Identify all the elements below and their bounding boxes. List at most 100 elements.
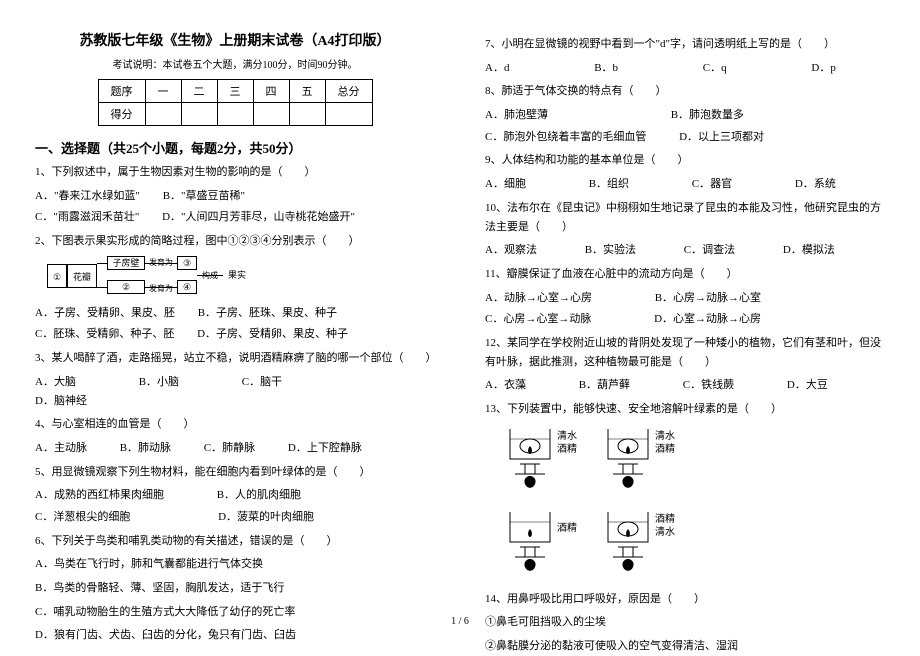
page-number: 1 / 6 bbox=[451, 616, 469, 627]
option-b: B．鸟类的骨骼轻、薄、坚固，胸肌发达，适于飞行 bbox=[35, 579, 435, 598]
question-7: 7、小明在显微镜的视野中看到一个"d"字，请问透明纸上写的是（ ） bbox=[485, 35, 885, 54]
options-row: A．衣藻 B．葫芦藓 C．铁线蕨 D．大豆 bbox=[485, 376, 885, 395]
diagram-box: 子房壁 bbox=[107, 256, 145, 270]
question-13: 13、下列装置中，能够快速、安全地溶解叶绿素的是（ ） bbox=[485, 400, 885, 419]
option-c: C．心房→心室→动脉 bbox=[485, 310, 591, 329]
question-8: 8、肺适于气体交换的特点有（ ） bbox=[485, 82, 885, 101]
question-5: 5、用显微镜观察下列生物材料，能在细胞内看到叶绿体的是（ ） bbox=[35, 463, 435, 482]
option-b: B．子房、胚珠、果皮、种子 bbox=[198, 304, 337, 323]
options-row: A．动脉→心室→心房 B．心房→动脉→心室 bbox=[485, 289, 885, 308]
table-cell bbox=[325, 103, 372, 126]
option-a: A．"春来江水绿如蓝" bbox=[35, 187, 140, 206]
table-header: 总分 bbox=[325, 80, 372, 103]
sub-option: ①鼻毛可阻挡吸入的尘埃 bbox=[485, 613, 885, 632]
question-14: 14、用鼻呼吸比用口呼吸好，原因是（ ） bbox=[485, 590, 885, 609]
table-row: 题序 一 二 三 四 五 总分 bbox=[98, 80, 372, 103]
table-header: 二 bbox=[181, 80, 217, 103]
option-a: A．细胞 bbox=[485, 175, 526, 194]
options-row: A．"春来江水绿如蓝" B．"草盛豆苗稀" bbox=[35, 187, 435, 206]
option-b: B．肺动脉 bbox=[120, 439, 171, 458]
option-c: C．胚珠、受精卵、种子、胚 bbox=[35, 325, 174, 344]
option-d: D．心室→动脉→心房 bbox=[654, 310, 761, 329]
option-d: D．大豆 bbox=[787, 376, 828, 395]
beaker-option-b: 清水 酒精 bbox=[593, 424, 673, 499]
option-b: B．实验法 bbox=[585, 241, 636, 260]
diagram-text: 发育为 bbox=[149, 283, 173, 294]
options-row: C．"雨露滋润禾苗壮" D．"人间四月芳菲尽，山寺桃花始盛开" bbox=[35, 208, 435, 227]
flow-diagram: ① 花瓣 子房壁 ② 发育为 发育为 ③ ④ 构成 果实 bbox=[47, 256, 247, 298]
option-b: B．心房→动脉→心室 bbox=[655, 289, 761, 308]
option-b: B．葫芦藓 bbox=[579, 376, 630, 395]
options-row: C．心房→心室→动脉 D．心室→动脉→心房 bbox=[485, 310, 885, 329]
table-cell bbox=[145, 103, 181, 126]
question-3: 3、某人喝醉了酒，走路摇晃，站立不稳，说明酒精麻痹了脑的哪一个部位（ ） bbox=[35, 349, 435, 368]
exam-title: 苏教版七年级《生物》上册期末试卷（A4打印版） bbox=[35, 30, 435, 50]
question-12: 12、某同学在学校附近山坡的背阴处发现了一种矮小的植物，它们有茎和叶，但没有叶脉… bbox=[485, 334, 885, 371]
diagram-text: 果实 bbox=[225, 266, 249, 284]
beaker-label: 酒精 bbox=[655, 440, 675, 455]
option-b: B．"草盛豆苗稀" bbox=[163, 187, 245, 206]
left-column: 苏教版七年级《生物》上册期末试卷（A4打印版） 考试说明：本试卷五个大题，满分1… bbox=[35, 30, 435, 590]
table-cell bbox=[289, 103, 325, 126]
option-c: C．"雨露滋润禾苗壮" bbox=[35, 208, 139, 227]
question-1: 1、下列叙述中，属于生物因素对生物的影响的是（ ） bbox=[35, 163, 435, 182]
beaker-option-d: 酒精 清水 bbox=[593, 507, 673, 582]
options-row: A．细胞 B．组织 C．器官 D．系统 bbox=[485, 175, 885, 194]
option-d: D．上下腔静脉 bbox=[288, 439, 362, 458]
table-row: 得分 bbox=[98, 103, 372, 126]
option-d: D．模拟法 bbox=[783, 241, 835, 260]
option-c: C．器官 bbox=[692, 175, 732, 194]
score-table: 题序 一 二 三 四 五 总分 得分 bbox=[98, 79, 373, 126]
option-a: A．子房、受精卵、果皮、胚 bbox=[35, 304, 175, 323]
option-b: B．小脑 bbox=[139, 373, 179, 392]
diagram-label: ③ bbox=[177, 256, 197, 270]
beaker-diagrams: 清水 酒精 清水 酒精 bbox=[495, 424, 885, 499]
options-row: A．成熟的西红柿果肉细胞 B．人的肌肉细胞 bbox=[35, 486, 435, 505]
question-10: 10、法布尔在《昆虫记》中栩栩如生地记录了昆虫的本能及习性，他研究昆虫的方法主要… bbox=[485, 199, 885, 236]
right-column: 7、小明在显微镜的视野中看到一个"d"字，请问透明纸上写的是（ ） A．d B．… bbox=[485, 30, 885, 590]
option-d: D．系统 bbox=[795, 175, 836, 194]
option-c: C．哺乳动物胎生的生殖方式大大降低了幼仔的死亡率 bbox=[35, 603, 435, 622]
table-header: 五 bbox=[289, 80, 325, 103]
table-cell bbox=[181, 103, 217, 126]
option-c: C．脑干 bbox=[242, 373, 282, 392]
diagram-label: ② bbox=[107, 280, 145, 294]
question-9: 9、人体结构和功能的基本单位是（ ） bbox=[485, 151, 885, 170]
beaker-label: 酒精 bbox=[557, 519, 577, 534]
option-d: D．以上三项都对 bbox=[679, 128, 764, 147]
beaker-label: 酒精 bbox=[557, 440, 577, 455]
question-6: 6、下列关于鸟类和哺乳类动物的有关描述，错误的是（ ） bbox=[35, 532, 435, 551]
option-d: D．脑神经 bbox=[35, 392, 87, 411]
table-header: 三 bbox=[217, 80, 253, 103]
section-heading: 一、选择题（共25个小题，每题2分，共50分） bbox=[35, 138, 435, 157]
table-header: 一 bbox=[145, 80, 181, 103]
option-b: B．组织 bbox=[589, 175, 629, 194]
option-c: C．洋葱根尖的细胞 bbox=[35, 508, 130, 527]
options-row: A．大脑 B．小脑 C．脑干 D．脑神经 bbox=[35, 373, 435, 410]
option-a: A．成熟的西红柿果肉细胞 bbox=[35, 486, 164, 505]
option-b: B．肺泡数量多 bbox=[671, 106, 744, 125]
beaker-label: 清水 bbox=[655, 523, 675, 538]
beaker-option-a: 清水 酒精 bbox=[495, 424, 575, 499]
option-c: C．肺泡外包绕着丰富的毛细血管 bbox=[485, 128, 646, 147]
option-a: A．鸟类在飞行时，肺和气囊都能进行气体交换 bbox=[35, 555, 435, 574]
option-d: D．p bbox=[811, 59, 835, 78]
options-row: C．胚珠、受精卵、种子、胚 D．子房、受精卵、果皮、种子 bbox=[35, 325, 435, 344]
option-b: B．b bbox=[594, 59, 618, 78]
options-row: C．肺泡外包绕着丰富的毛细血管 D．以上三项都对 bbox=[485, 128, 885, 147]
option-c: C．q bbox=[703, 59, 727, 78]
option-d: D．子房、受精卵、果皮、种子 bbox=[197, 325, 348, 344]
options-row: A．肺泡壁薄 B．肺泡数量多 bbox=[485, 106, 885, 125]
option-b: B．人的肌肉细胞 bbox=[217, 486, 301, 505]
options-row: A．d B．b C．q D．p bbox=[485, 59, 885, 78]
beaker-diagrams: 酒精 酒精 清水 bbox=[495, 507, 885, 582]
table-header: 题序 bbox=[98, 80, 145, 103]
option-a: A．动脉→心室→心房 bbox=[485, 289, 592, 308]
exam-instruction: 考试说明：本试卷五个大题，满分100分，时间90分钟。 bbox=[35, 56, 435, 71]
options-row: C．洋葱根尖的细胞 D．菠菜的叶肉细胞 bbox=[35, 508, 435, 527]
option-a: A．主动脉 bbox=[35, 439, 87, 458]
option-c: C．肺静脉 bbox=[204, 439, 255, 458]
table-cell: 得分 bbox=[98, 103, 145, 126]
option-a: A．观察法 bbox=[485, 241, 537, 260]
diagram-label: ④ bbox=[177, 280, 197, 294]
